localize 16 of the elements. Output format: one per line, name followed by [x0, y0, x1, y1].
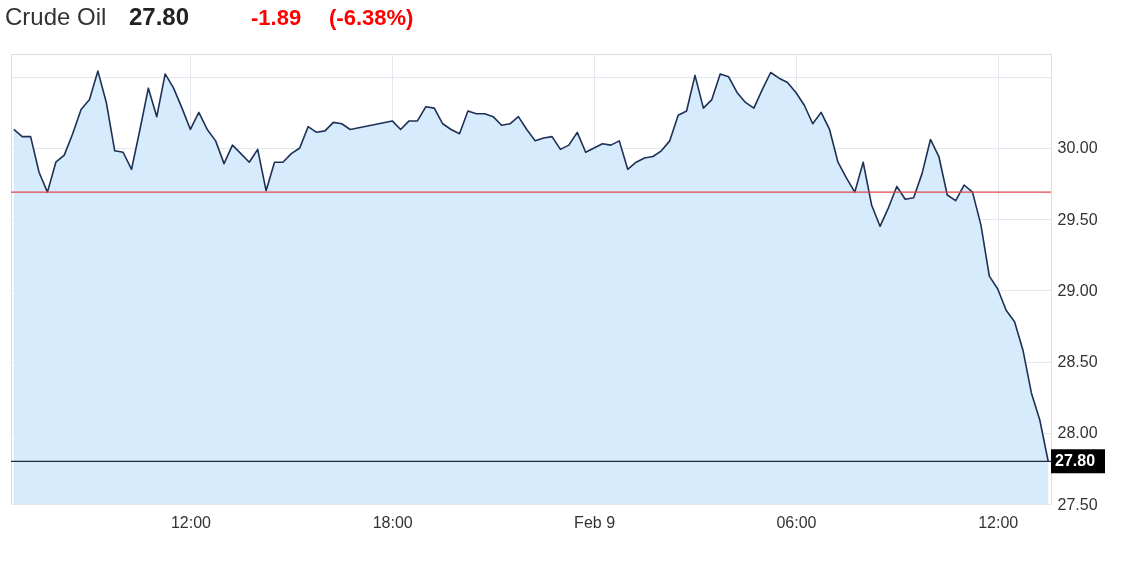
y-tick-label: 28.50	[1057, 353, 1098, 371]
x-tick-label: 12:00	[978, 513, 1019, 531]
ref-line-label: 27.80	[1055, 452, 1096, 470]
x-tick-label: 12:00	[170, 513, 212, 531]
y-tick-label: 28.00	[1057, 424, 1098, 442]
chart-title: Crude Oil	[5, 3, 107, 30]
y-tick-label: 30.00	[1057, 139, 1098, 157]
text: 27.80	[129, 3, 190, 30]
x-tick-label: Feb 9	[574, 513, 616, 531]
text: -1.89	[251, 5, 302, 30]
text: (-6.38%)	[329, 5, 414, 30]
x-tick-label: 18:00	[372, 513, 413, 531]
x-tick-label: 06:00	[776, 513, 817, 531]
y-tick-label: 27.50	[1057, 495, 1098, 513]
y-tick-label: 29.00	[1057, 281, 1098, 299]
y-tick-label: 29.50	[1057, 210, 1098, 228]
